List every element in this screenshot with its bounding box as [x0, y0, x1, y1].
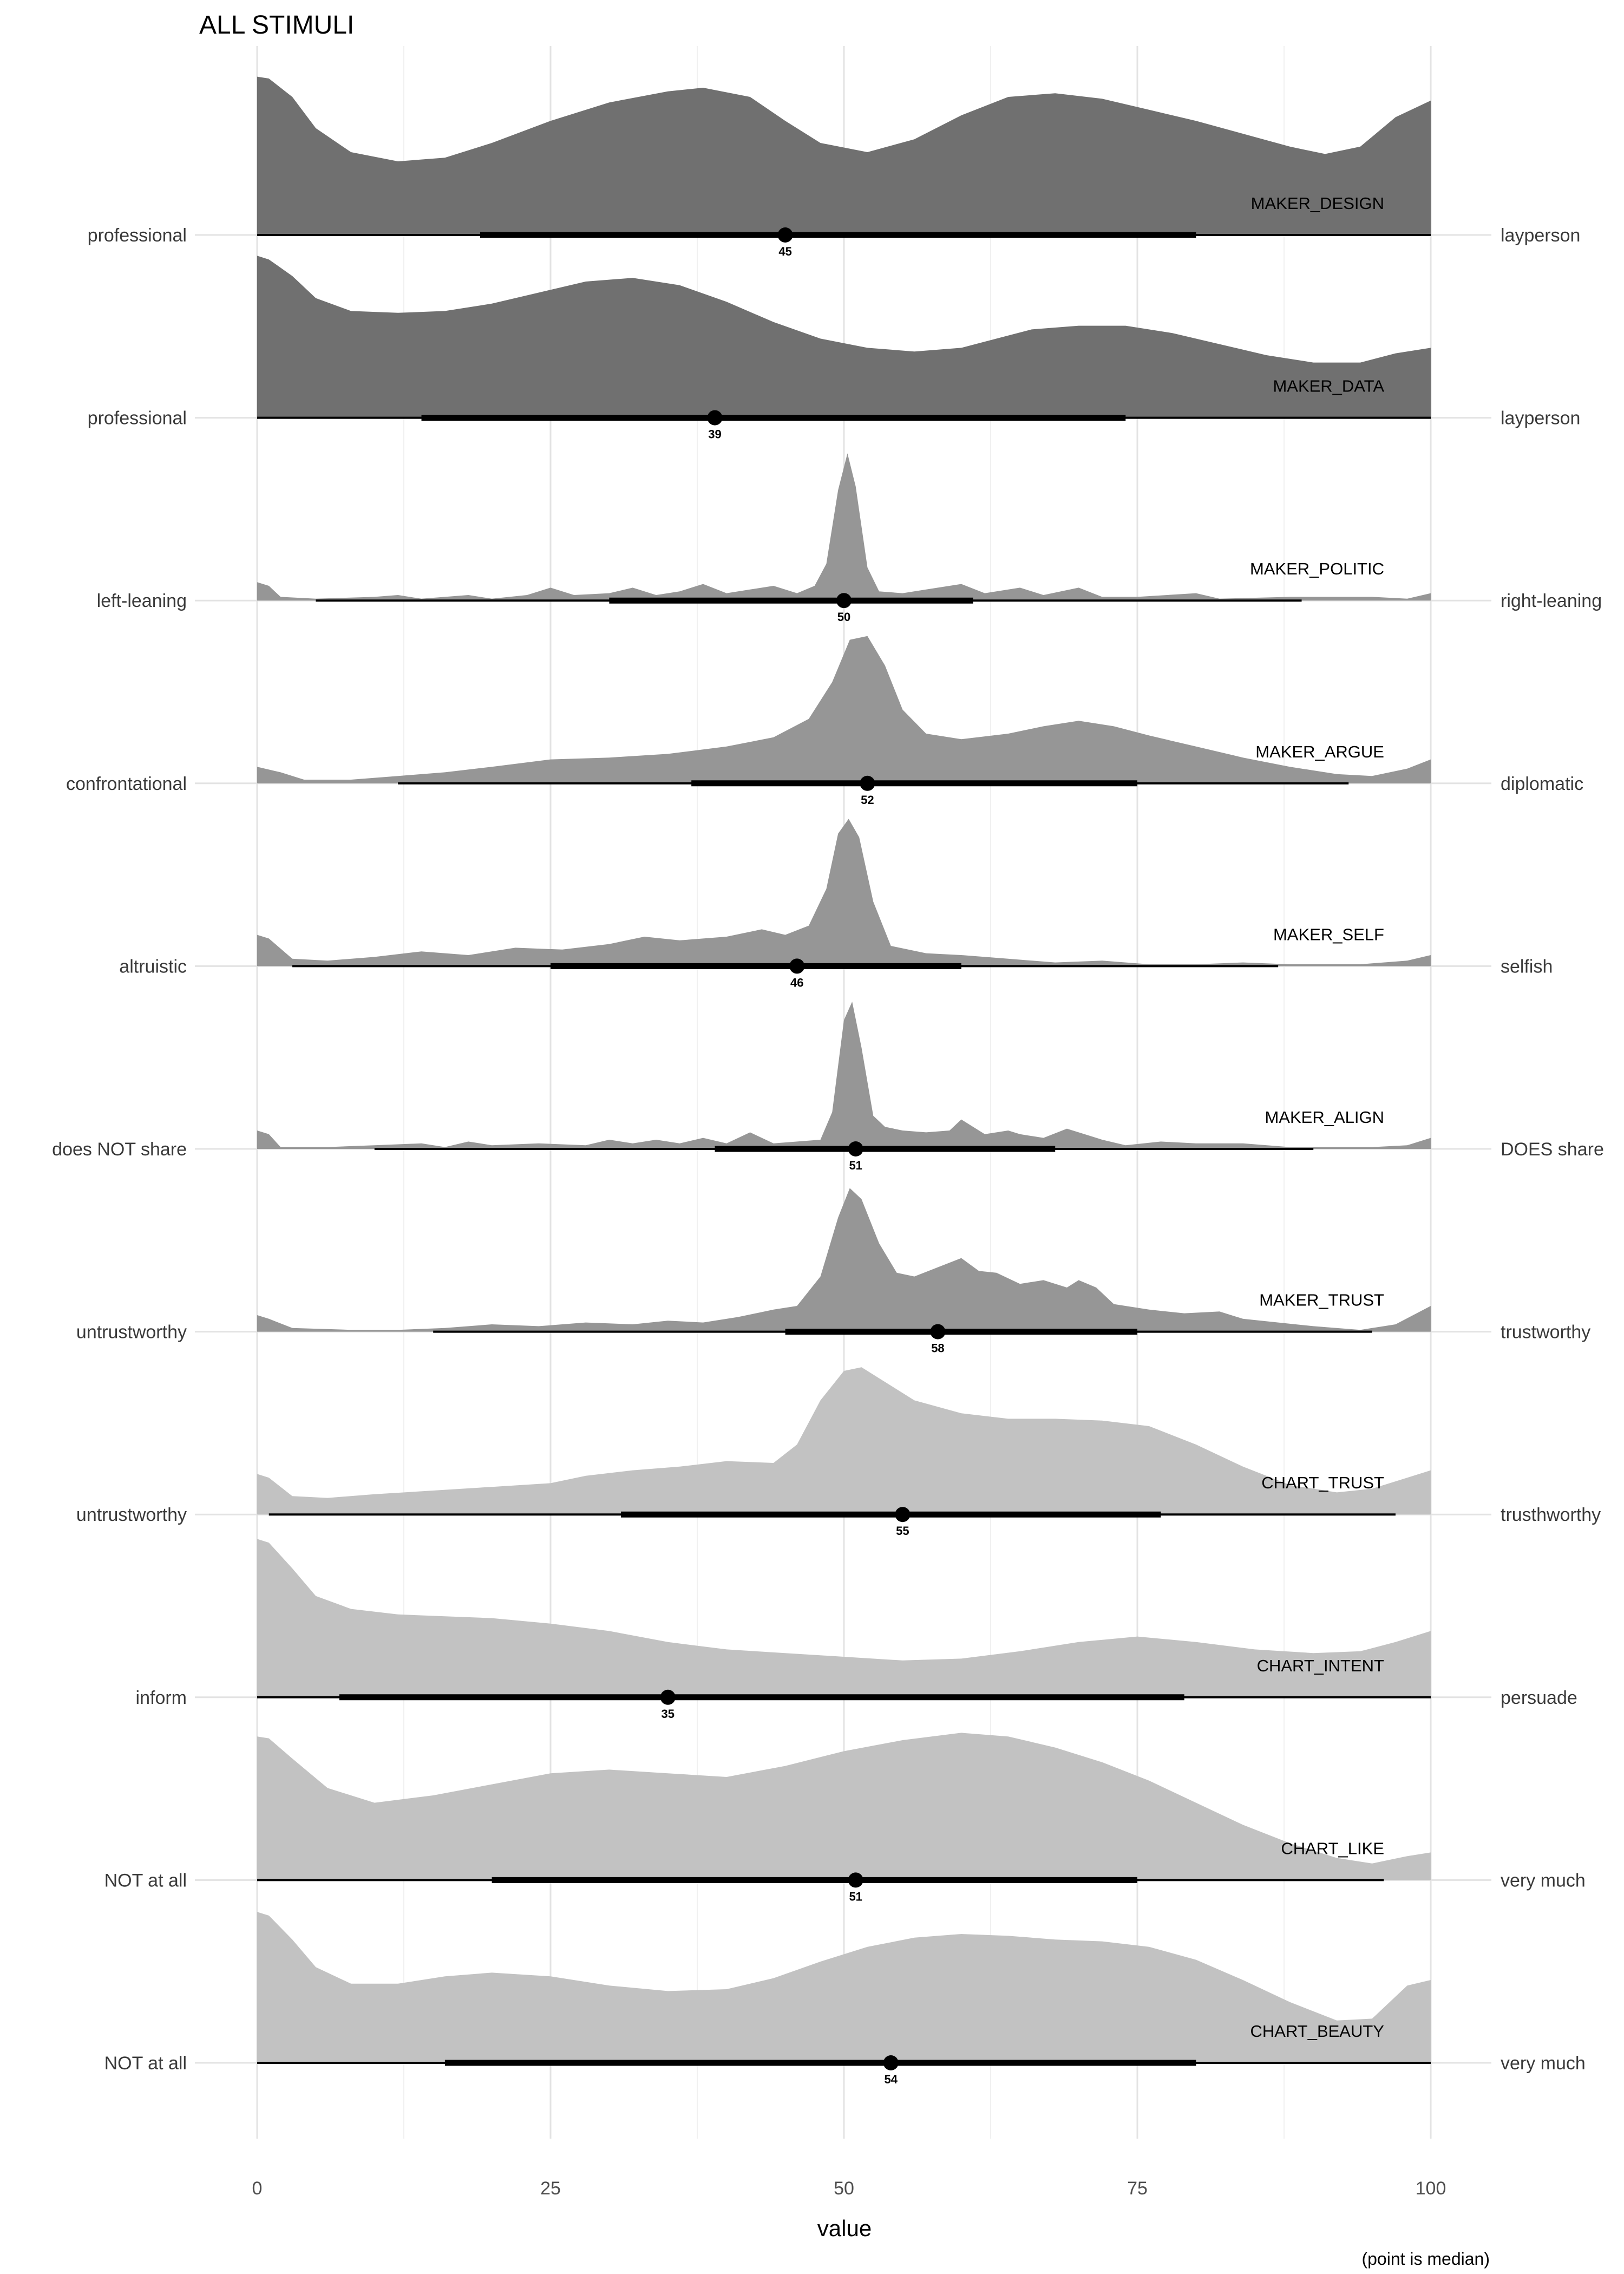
density-area	[257, 1367, 1431, 1515]
series-name-label: CHART_LIKE	[1281, 1839, 1384, 1858]
density-area	[257, 256, 1431, 418]
ridge-maker-argue: 52 MAKER_ARGUE confrontational diplomatic	[66, 636, 1583, 807]
x-tick-label: 50	[834, 2178, 854, 2199]
right-anchor-label: right-leaning	[1501, 591, 1602, 611]
median-label: 39	[708, 428, 721, 441]
left-anchor-label: does NOT share	[52, 1139, 187, 1160]
series-name-label: CHART_BEAUTY	[1250, 2022, 1385, 2041]
right-anchor-label: trusthworthy	[1501, 1505, 1601, 1525]
median-label: 51	[849, 1159, 862, 1172]
density-area	[257, 1002, 1431, 1149]
left-anchor-label: confrontational	[66, 774, 187, 794]
left-anchor-label: professional	[88, 225, 187, 246]
median-label: 35	[662, 1707, 675, 1721]
right-anchor-label: very much	[1501, 1870, 1586, 1891]
x-axis: 0 25 50 75 100	[252, 2178, 1446, 2199]
density-area	[257, 1912, 1431, 2063]
right-anchor-label: DOES share	[1501, 1139, 1604, 1160]
median-label: 58	[931, 1342, 944, 1355]
series-name-label: MAKER_TRUST	[1259, 1291, 1384, 1310]
series-name-label: MAKER_SELF	[1273, 925, 1384, 944]
median-point	[777, 227, 793, 243]
median-label: 52	[861, 793, 874, 807]
series-name-label: MAKER_ALIGN	[1265, 1108, 1384, 1127]
median-point	[660, 1689, 676, 1705]
density-area	[257, 636, 1431, 783]
median-point	[848, 1872, 863, 1888]
right-anchor-label: selfish	[1501, 956, 1553, 977]
left-anchor-label: NOT at all	[104, 2053, 187, 2074]
density-area	[257, 1188, 1431, 1332]
density-area	[257, 819, 1431, 966]
density-area	[257, 1733, 1431, 1880]
left-anchor-label: NOT at all	[104, 1870, 187, 1891]
median-point	[883, 2055, 899, 2070]
left-anchor-label: inform	[136, 1688, 187, 1708]
median-point	[930, 1324, 946, 1339]
right-anchor-label: diplomatic	[1501, 774, 1583, 794]
series-name-label: MAKER_POLITIC	[1250, 559, 1384, 578]
median-point	[860, 775, 875, 791]
ridge-chart-like: 51 CHART_LIKE NOT at all very much	[104, 1733, 1586, 1903]
series-name-label: CHART_TRUST	[1261, 1473, 1384, 1492]
x-tick-label: 0	[252, 2178, 263, 2199]
right-anchor-label: very much	[1501, 2053, 1586, 2074]
right-anchor-label: layperson	[1501, 225, 1580, 246]
ridge-maker-politic: 50 MAKER_POLITIC left-leaning right-leaning	[97, 453, 1602, 624]
chart-title: ALL STIMULI	[199, 11, 354, 40]
median-point	[836, 593, 852, 609]
left-anchor-label: untrustworthy	[76, 1322, 187, 1343]
left-anchor-label: left-leaning	[97, 591, 187, 611]
median-label: 55	[896, 1524, 909, 1538]
series-name-label: MAKER_DESIGN	[1251, 194, 1384, 213]
density-area	[257, 453, 1431, 601]
right-anchor-label: trustworthy	[1501, 1322, 1590, 1343]
median-point	[848, 1141, 863, 1156]
series-name-label: MAKER_ARGUE	[1255, 742, 1384, 761]
median-label: 46	[790, 976, 803, 989]
right-anchor-label: layperson	[1501, 408, 1580, 429]
x-tick-label: 25	[540, 2178, 561, 2199]
x-tick-label: 100	[1416, 2178, 1446, 2199]
left-anchor-label: altruistic	[119, 956, 187, 977]
ridges-layer: 45 MAKER_DESIGN professional layperson 39 MAK…	[52, 76, 1604, 2086]
density-area	[257, 1539, 1431, 1697]
series-name-label: MAKER_DATA	[1273, 377, 1384, 396]
left-anchor-label: untrustworthy	[76, 1505, 187, 1525]
x-tick-label: 75	[1127, 2178, 1148, 2199]
ridge-maker-trust: 58 MAKER_TRUST untrustworthy trustworthy	[76, 1188, 1590, 1355]
ridge-maker-design: 45 MAKER_DESIGN professional layperson	[88, 76, 1580, 258]
density-area	[257, 76, 1431, 235]
chart-caption: (point is median)	[1361, 2249, 1490, 2269]
left-anchor-label: professional	[88, 408, 187, 429]
median-point	[789, 958, 805, 974]
median-point	[895, 1507, 911, 1522]
right-anchor-label: persuade	[1501, 1688, 1577, 1708]
ridge-maker-data: 39 MAKER_DATA professional layperson	[88, 256, 1580, 441]
ridge-chart-trust: 55 CHART_TRUST untrustworthy trusthworthy	[76, 1367, 1601, 1538]
series-name-label: CHART_INTENT	[1257, 1656, 1384, 1675]
ridge-chart-beauty: 54 CHART_BEAUTY NOT at all very much	[104, 1912, 1586, 2086]
ridge-maker-self: 46 MAKER_SELF altruistic selfish	[119, 819, 1553, 989]
median-label: 45	[778, 245, 791, 258]
median-label: 51	[849, 1890, 862, 1903]
x-axis-title: value	[817, 2216, 872, 2241]
median-label: 50	[837, 610, 850, 624]
median-point	[707, 410, 723, 426]
median-label: 54	[884, 2073, 898, 2086]
